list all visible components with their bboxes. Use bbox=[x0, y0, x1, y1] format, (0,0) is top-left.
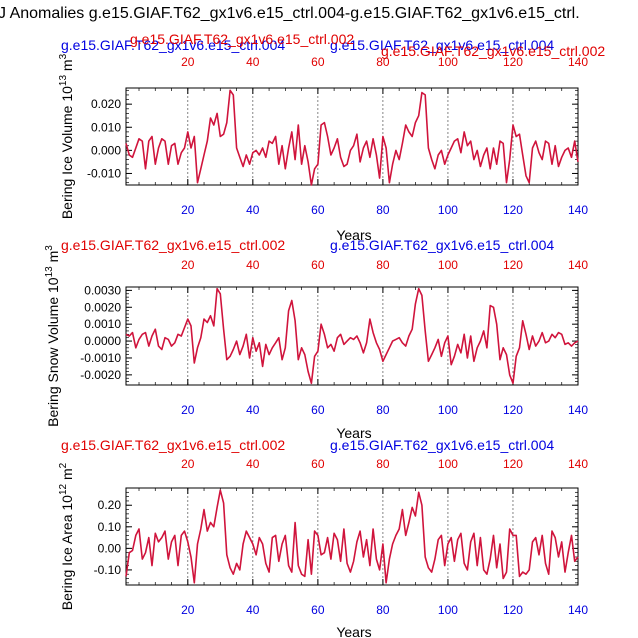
x-tick-label-bottom: 60 bbox=[311, 403, 325, 417]
x-tick-label-top: 100 bbox=[438, 55, 458, 69]
y-tick-label: -0.0020 bbox=[80, 368, 121, 382]
panel-title-right: g.e15.GIAF.T62_gx1v6.e15_ctrl.004 bbox=[330, 37, 554, 53]
x-tick-label-top: 120 bbox=[503, 55, 523, 69]
panel-title-left: g.e15.GIAF.T62_gx1v6.e15_ctrl.002 bbox=[61, 437, 285, 453]
chart-panel-2: 20 20 40 40 60 60 80 80 100 100 120 120 140 140 -0.002… bbox=[44, 237, 588, 441]
x-tick-label-bottom: 80 bbox=[376, 603, 390, 617]
x-tick-label-bottom: 60 bbox=[311, 603, 325, 617]
y-axis-label: Bering Snow Volume 1013 m3 bbox=[44, 245, 61, 427]
x-tick-label-top: 80 bbox=[376, 457, 390, 471]
chart-panel-1: 20 20 40 40 60 60 80 80 100 100 120 120 140 140 -0.010… bbox=[58, 31, 605, 243]
x-tick-label-bottom: 20 bbox=[181, 203, 195, 217]
plot-frame bbox=[125, 487, 579, 586]
y-tick-label: 0.000 bbox=[91, 143, 121, 157]
x-tick-label-top: 140 bbox=[568, 457, 588, 471]
x-tick-label-top: 60 bbox=[311, 55, 325, 69]
panel-title-left: g.e15.GIAF.T62_gx1v6.e15_ctrl.002 bbox=[61, 237, 285, 253]
x-tick-label-top: 100 bbox=[438, 457, 458, 471]
y-tick-label: 0.010 bbox=[91, 120, 121, 134]
y-tick-label: 0.0010 bbox=[84, 317, 121, 331]
y-tick-label: 0.0030 bbox=[84, 283, 121, 297]
x-tick-label-top: 60 bbox=[311, 258, 325, 272]
x-tick-label-top: 40 bbox=[246, 258, 260, 272]
plot-frame bbox=[125, 286, 579, 386]
x-axis-label: Years bbox=[336, 425, 371, 441]
x-tick-label-bottom: 20 bbox=[181, 603, 195, 617]
x-tick-label-top: 140 bbox=[568, 55, 588, 69]
y-tick-label: 0.10 bbox=[98, 520, 122, 534]
y-axis-label: Bering Ice Volume 1013 m3 bbox=[58, 53, 75, 219]
x-tick-label-bottom: 100 bbox=[438, 403, 458, 417]
x-tick-label-bottom: 80 bbox=[376, 203, 390, 217]
x-tick-label-bottom: 60 bbox=[311, 203, 325, 217]
y-tick-label: 0.020 bbox=[91, 97, 121, 111]
x-tick-label-bottom: 140 bbox=[568, 603, 588, 617]
x-tick-label-top: 40 bbox=[246, 457, 260, 471]
x-tick-label-bottom: 120 bbox=[503, 403, 523, 417]
x-tick-label-top: 20 bbox=[181, 55, 195, 69]
series-line bbox=[125, 489, 579, 584]
x-tick-label-top: 140 bbox=[568, 258, 588, 272]
y-axis-label: Bering Ice Area 1012 m2 bbox=[58, 462, 75, 610]
x-tick-label-bottom: 120 bbox=[503, 203, 523, 217]
x-tick-label-bottom: 100 bbox=[438, 203, 458, 217]
panel-title-right: g.e15.GIAF.T62_gx1v6.e15_ctrl.004 bbox=[330, 437, 554, 453]
x-tick-label-bottom: 140 bbox=[568, 403, 588, 417]
x-tick-label-bottom: 140 bbox=[568, 203, 588, 217]
x-axis-label: Years bbox=[336, 227, 371, 243]
y-tick-label: 0.20 bbox=[98, 498, 122, 512]
x-tick-label-bottom: 120 bbox=[503, 603, 523, 617]
x-tick-label-bottom: 40 bbox=[246, 403, 260, 417]
panel-title-right-overlay: g.e15.GIAF.T62_gx1v6.e15_ctrl.002 bbox=[381, 43, 605, 59]
x-tick-label-top: 120 bbox=[503, 258, 523, 272]
x-tick-label-bottom: 20 bbox=[181, 403, 195, 417]
x-tick-label-top: 40 bbox=[246, 55, 260, 69]
figure-title: J Anomalies g.e15.GIAF.T62_gx1v6.e15_ctr… bbox=[0, 5, 580, 22]
chart-panel-3: 20 20 40 40 60 60 80 80 100 100 120 120 140 140 -0.10 0… bbox=[58, 437, 588, 638]
y-tick-label: -0.10 bbox=[94, 563, 122, 577]
panel-title-left-overlay: g.e15.GIAF.T62_gx1v6.e15_ctrl.002 bbox=[130, 31, 354, 47]
x-tick-label-bottom: 40 bbox=[246, 603, 260, 617]
x-tick-label-top: 80 bbox=[376, 55, 390, 69]
y-tick-label: 0.0020 bbox=[84, 300, 121, 314]
x-tick-label-top: 100 bbox=[438, 258, 458, 272]
x-tick-label-top: 20 bbox=[181, 258, 195, 272]
x-tick-label-bottom: 80 bbox=[376, 403, 390, 417]
panel-title-right: g.e15.GIAF.T62_gx1v6.e15_ctrl.004 bbox=[330, 237, 554, 253]
x-tick-label-bottom: 40 bbox=[246, 203, 260, 217]
x-tick-label-top: 80 bbox=[376, 258, 390, 272]
series-line bbox=[125, 287, 579, 385]
x-tick-label-top: 60 bbox=[311, 457, 325, 471]
y-tick-label: 0.0000 bbox=[84, 334, 121, 348]
x-tick-label-top: 120 bbox=[503, 457, 523, 471]
y-tick-label: 0.00 bbox=[98, 541, 122, 555]
panel-title-left: g.e15.GIAF.T62_gx1v6.e15_ctrl.004 bbox=[61, 37, 285, 53]
x-axis-label: Years bbox=[336, 624, 371, 638]
x-tick-label-top: 20 bbox=[181, 457, 195, 471]
x-tick-label-bottom: 100 bbox=[438, 603, 458, 617]
y-tick-label: -0.010 bbox=[87, 166, 121, 180]
y-tick-label: -0.0010 bbox=[80, 351, 121, 365]
series-line bbox=[125, 89, 579, 186]
